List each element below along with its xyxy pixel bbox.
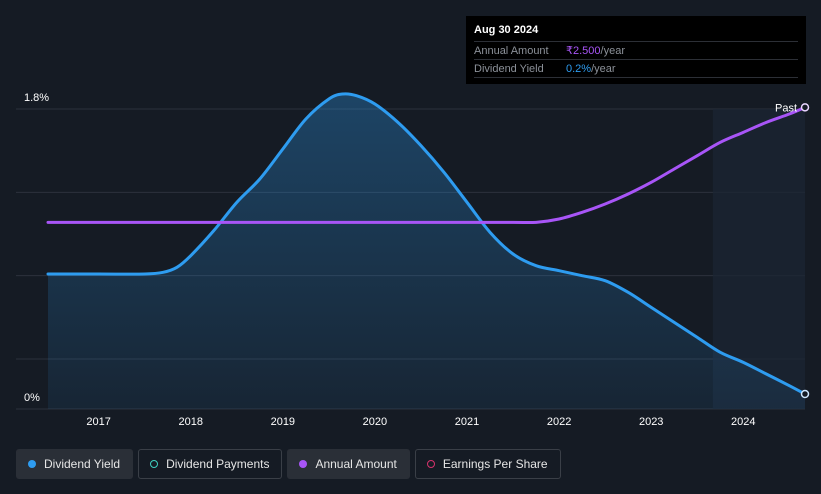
legend-label: Annual Amount <box>315 457 397 471</box>
tooltip-unit: /year <box>591 62 616 75</box>
x-tick-label: 2021 <box>455 416 479 428</box>
tooltip-unit: /year <box>600 44 625 57</box>
legend-ring-icon <box>150 460 159 468</box>
x-tick-label: 2017 <box>86 416 110 428</box>
tooltip-row-dividend-yield: Dividend Yield 0.2%/year <box>474 59 798 78</box>
tooltip-date: Aug 30 2024 <box>474 24 539 36</box>
x-tick-label: 2023 <box>639 416 663 428</box>
x-tick-label: 2018 <box>179 416 203 428</box>
tooltip-label: Dividend Yield <box>474 62 544 75</box>
x-tick-label: 2024 <box>731 416 755 428</box>
legend-label: Dividend Yield <box>44 457 121 471</box>
chart-series <box>46 92 810 410</box>
annual-amount-line <box>46 105 807 225</box>
tooltip-value: ₹2.500 <box>566 45 601 57</box>
legend-label: Earnings Per Share <box>442 457 548 471</box>
dividend-yield-area <box>48 93 805 410</box>
tooltip-row-annual-amount: Annual Amount ₹2.500/year <box>474 41 798 59</box>
chart-tooltip: Aug 30 2024 Annual Amount ₹2.500/year Di… <box>466 16 806 84</box>
x-tick-label: 2022 <box>547 416 571 428</box>
tooltip-label: Annual Amount <box>474 44 549 57</box>
legend-ring-icon <box>426 460 435 468</box>
legend-annual-amount[interactable]: Annual Amount <box>287 449 410 479</box>
y-tick-label: 0% <box>24 392 40 404</box>
legend-dot-icon <box>299 460 308 468</box>
legend-dividend-payments[interactable]: Dividend Payments <box>138 449 283 479</box>
legend-label: Dividend Payments <box>166 457 270 471</box>
annual-amount-end-marker <box>800 103 810 112</box>
dividend-yield-line <box>46 92 807 396</box>
chart-axes: Past 1.8% 0% 2017 2018 2019 2020 2021 2022 2023 20… <box>24 92 797 428</box>
past-label: Past <box>775 102 797 114</box>
legend-dot-icon <box>28 460 36 468</box>
chart-legend: Dividend Yield Dividend Payments Annual … <box>16 449 561 479</box>
x-tick-label: 2019 <box>271 416 295 428</box>
dividend-yield-end-marker <box>800 389 810 399</box>
x-tick-label: 2020 <box>363 416 387 428</box>
legend-earnings-per-share[interactable]: Earnings Per Share <box>414 449 561 479</box>
y-tick-label: 1.8% <box>24 92 49 104</box>
tooltip-value: 0.2% <box>566 62 592 75</box>
legend-dividend-yield[interactable]: Dividend Yield <box>16 449 134 479</box>
